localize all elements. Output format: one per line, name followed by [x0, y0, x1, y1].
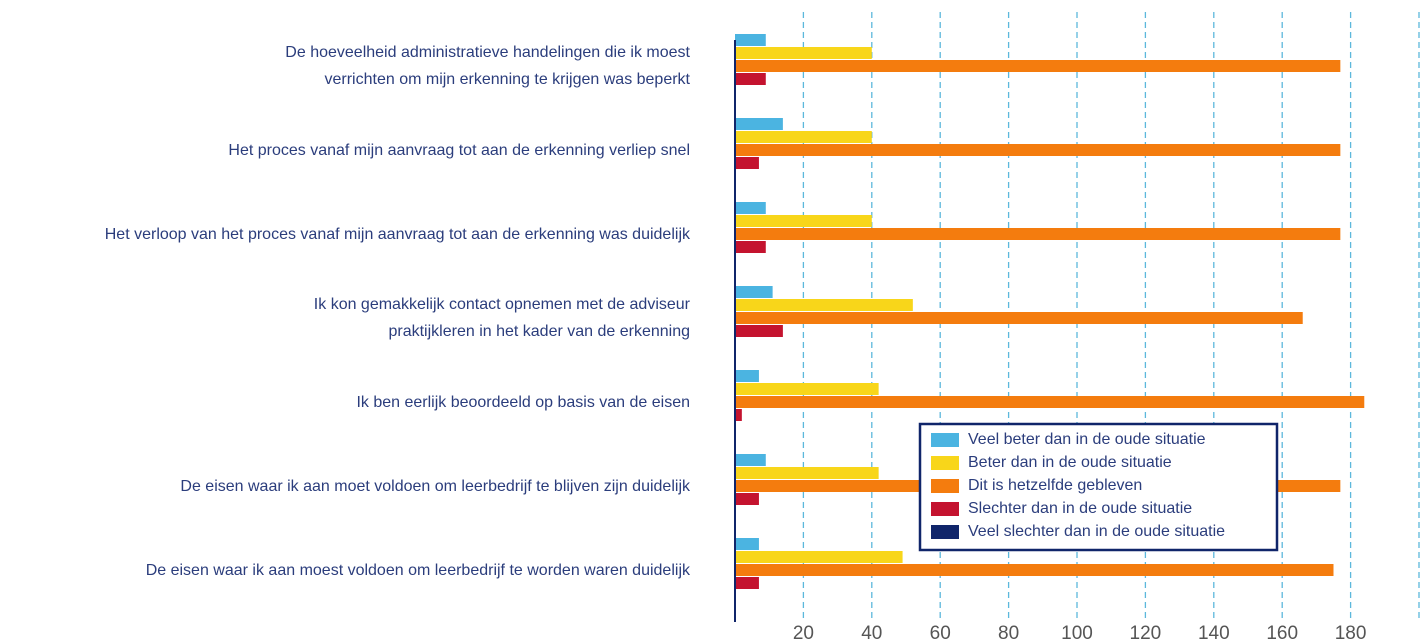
bar: [735, 144, 1341, 156]
bar: [735, 370, 759, 382]
bar: [735, 228, 1341, 240]
x-tick-label: 160: [1266, 623, 1298, 643]
bar: [735, 215, 872, 227]
category-label: Ik kon gemakkelijk contact opnemen met d…: [313, 296, 690, 340]
x-tick-label: 140: [1198, 623, 1230, 643]
legend-label: Veel slechter dan in de oude situatie: [968, 523, 1225, 540]
category-label: Het verloop van het proces vanaf mijn aa…: [104, 225, 690, 243]
bar: [735, 454, 766, 466]
bar: [735, 396, 1365, 408]
bar: [735, 493, 759, 505]
legend-label: Veel beter dan in de oude situatie: [968, 431, 1206, 448]
bar: [735, 157, 759, 169]
x-tick-label: 80: [998, 623, 1019, 643]
bar: [735, 538, 759, 550]
legend-box: [918, 422, 1279, 552]
legend-swatch: [931, 456, 959, 470]
legend-swatch: [931, 433, 959, 447]
bar: [735, 241, 766, 253]
bar: [735, 325, 783, 337]
bar: [735, 467, 879, 479]
x-tick-label: 180: [1335, 623, 1367, 643]
bar: [735, 577, 759, 589]
x-tick-label: 100: [1061, 623, 1093, 643]
bar: [735, 73, 766, 85]
category-label: De eisen waar ik aan moet voldoen om lee…: [180, 477, 690, 495]
legend-swatch: [931, 525, 959, 539]
legend-swatch: [931, 502, 959, 516]
bar: [735, 299, 913, 311]
bar: [735, 60, 1341, 72]
legend-label: Dit is hetzelfde gebleven: [968, 477, 1142, 494]
x-tick-label: 120: [1130, 623, 1162, 643]
bar: [735, 118, 783, 130]
bar: [735, 383, 879, 395]
category-label: Het proces vanaf mijn aanvraag tot aan d…: [228, 141, 690, 159]
bar: [735, 131, 872, 143]
bar: [735, 409, 742, 421]
category-label: Ik ben eerlijk beoordeeld op basis van d…: [356, 393, 690, 411]
bar: [735, 312, 1303, 324]
x-tick-label: 60: [930, 623, 951, 643]
bar: [735, 34, 766, 46]
x-tick-label: 20: [793, 623, 814, 643]
legend-swatch: [931, 479, 959, 493]
legend-label: Beter dan in de oude situatie: [968, 454, 1172, 471]
bar: [735, 286, 773, 298]
x-tick-label: 40: [861, 623, 882, 643]
bar: [735, 47, 872, 59]
category-label: De hoeveelheid administratieve handeling…: [285, 44, 690, 88]
bar: [735, 202, 766, 214]
legend-label: Slechter dan in de oude situatie: [968, 500, 1192, 517]
bar: [735, 551, 903, 563]
category-label: De eisen waar ik aan moest voldoen om le…: [145, 561, 690, 579]
bar: [735, 564, 1334, 576]
